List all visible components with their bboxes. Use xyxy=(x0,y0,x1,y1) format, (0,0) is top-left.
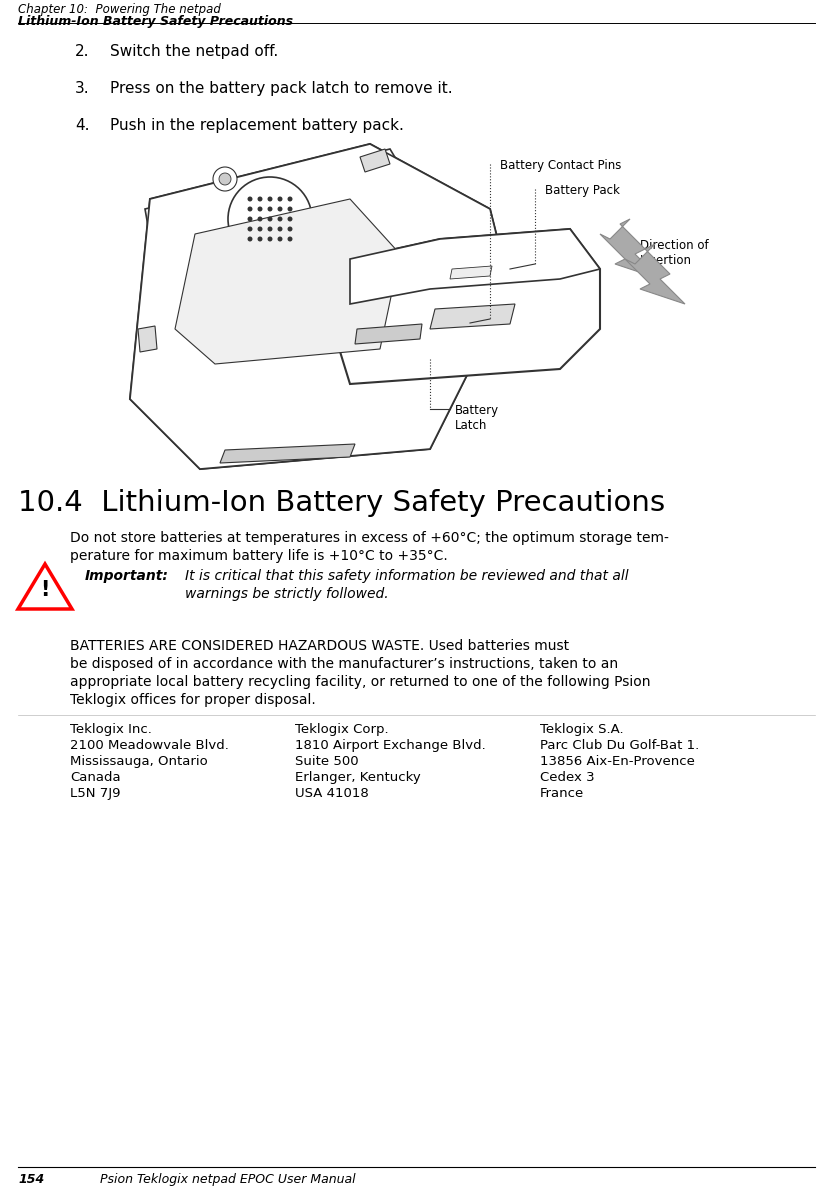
Text: Mississauga, Ontario: Mississauga, Ontario xyxy=(70,755,207,769)
Polygon shape xyxy=(130,144,510,469)
Polygon shape xyxy=(330,229,600,384)
Text: 4.: 4. xyxy=(75,118,89,133)
Circle shape xyxy=(247,227,252,231)
Text: 2.: 2. xyxy=(75,44,89,59)
Circle shape xyxy=(257,236,262,241)
Circle shape xyxy=(287,236,292,241)
Circle shape xyxy=(267,217,272,222)
Polygon shape xyxy=(130,144,510,469)
Circle shape xyxy=(247,236,252,241)
Circle shape xyxy=(247,206,252,211)
Circle shape xyxy=(287,217,292,222)
Text: Chapter 10:  Powering The netpad: Chapter 10: Powering The netpad xyxy=(18,4,221,16)
Circle shape xyxy=(267,227,272,231)
Circle shape xyxy=(287,206,292,211)
Text: Do not store batteries at temperatures in excess of +60°C; the optimum storage t: Do not store batteries at temperatures i… xyxy=(70,531,669,546)
Text: Battery Pack: Battery Pack xyxy=(545,183,620,197)
Text: Canada: Canada xyxy=(70,771,121,784)
Text: Battery: Battery xyxy=(455,404,499,417)
Text: Teklogix Corp.: Teklogix Corp. xyxy=(295,723,389,736)
Text: Battery Contact Pins: Battery Contact Pins xyxy=(500,159,621,171)
Text: Lithium-Ion Battery Safety Precautions: Lithium-Ion Battery Safety Precautions xyxy=(18,16,293,28)
Polygon shape xyxy=(175,199,400,364)
Text: 3.: 3. xyxy=(75,82,90,96)
Polygon shape xyxy=(430,305,515,329)
Text: perature for maximum battery life is +10°C to +35°C.: perature for maximum battery life is +10… xyxy=(70,549,448,564)
Circle shape xyxy=(277,217,282,222)
Text: Latch: Latch xyxy=(455,418,487,432)
Text: be disposed of in accordance with the manufacturer’s instructions, taken to an: be disposed of in accordance with the ma… xyxy=(70,657,618,671)
Text: 10.4  Lithium-Ion Battery Safety Precautions: 10.4 Lithium-Ion Battery Safety Precauti… xyxy=(18,489,665,517)
Circle shape xyxy=(257,197,262,201)
Text: Important:: Important: xyxy=(85,570,169,583)
Text: Switch the netpad off.: Switch the netpad off. xyxy=(110,44,278,59)
Circle shape xyxy=(267,236,272,241)
Text: Suite 500: Suite 500 xyxy=(295,755,359,769)
Polygon shape xyxy=(220,444,355,463)
Polygon shape xyxy=(18,564,72,609)
Text: Teklogix offices for proper disposal.: Teklogix offices for proper disposal. xyxy=(70,693,316,707)
Text: France: France xyxy=(540,787,584,800)
Text: 1810 Airport Exchange Blvd.: 1810 Airport Exchange Blvd. xyxy=(295,739,486,752)
Text: Cedex 3: Cedex 3 xyxy=(540,771,595,784)
Text: Push in the replacement battery pack.: Push in the replacement battery pack. xyxy=(110,118,404,133)
Text: L5N 7J9: L5N 7J9 xyxy=(70,787,121,800)
Circle shape xyxy=(267,197,272,201)
Text: Psion Teklogix netpad EPOC User Manual: Psion Teklogix netpad EPOC User Manual xyxy=(100,1173,356,1186)
Polygon shape xyxy=(355,324,422,344)
Circle shape xyxy=(267,206,272,211)
Text: Teklogix Inc.: Teklogix Inc. xyxy=(70,723,152,736)
Circle shape xyxy=(287,197,292,201)
Polygon shape xyxy=(350,229,600,305)
Circle shape xyxy=(277,227,282,231)
Circle shape xyxy=(277,206,282,211)
Text: 154: 154 xyxy=(18,1173,44,1186)
Circle shape xyxy=(257,217,262,222)
Circle shape xyxy=(257,206,262,211)
Text: Erlanger, Kentucky: Erlanger, Kentucky xyxy=(295,771,421,784)
Circle shape xyxy=(247,217,252,222)
Text: appropriate local battery recycling facility, or returned to one of the followin: appropriate local battery recycling faci… xyxy=(70,675,651,689)
Text: Direction of: Direction of xyxy=(640,239,709,252)
Text: It is critical that this safety information be reviewed and that all: It is critical that this safety informat… xyxy=(185,570,629,583)
Polygon shape xyxy=(138,326,157,353)
Circle shape xyxy=(247,197,252,201)
Polygon shape xyxy=(600,219,660,279)
Text: BATTERIES ARE CONSIDERED HAZARDOUS WASTE. Used batteries must: BATTERIES ARE CONSIDERED HAZARDOUS WASTE… xyxy=(70,639,569,653)
Circle shape xyxy=(287,227,292,231)
Circle shape xyxy=(277,236,282,241)
Text: USA 41018: USA 41018 xyxy=(295,787,369,800)
Text: 13856 Aix-En-Provence: 13856 Aix-En-Provence xyxy=(540,755,695,769)
Circle shape xyxy=(228,177,312,261)
Text: Parc Club Du Golf-Bat 1.: Parc Club Du Golf-Bat 1. xyxy=(540,739,699,752)
Circle shape xyxy=(219,173,231,185)
Polygon shape xyxy=(145,149,420,294)
Text: Press on the battery pack latch to remove it.: Press on the battery pack latch to remov… xyxy=(110,82,452,96)
Polygon shape xyxy=(450,266,492,279)
Text: Insertion: Insertion xyxy=(640,254,692,267)
Text: !: ! xyxy=(40,580,50,601)
Text: 2100 Meadowvale Blvd.: 2100 Meadowvale Blvd. xyxy=(70,739,229,752)
Circle shape xyxy=(277,197,282,201)
Polygon shape xyxy=(625,245,685,305)
Circle shape xyxy=(213,167,237,191)
Text: Teklogix S.A.: Teklogix S.A. xyxy=(540,723,624,736)
Polygon shape xyxy=(360,149,390,171)
Text: warnings be strictly followed.: warnings be strictly followed. xyxy=(185,588,389,601)
Circle shape xyxy=(257,227,262,231)
